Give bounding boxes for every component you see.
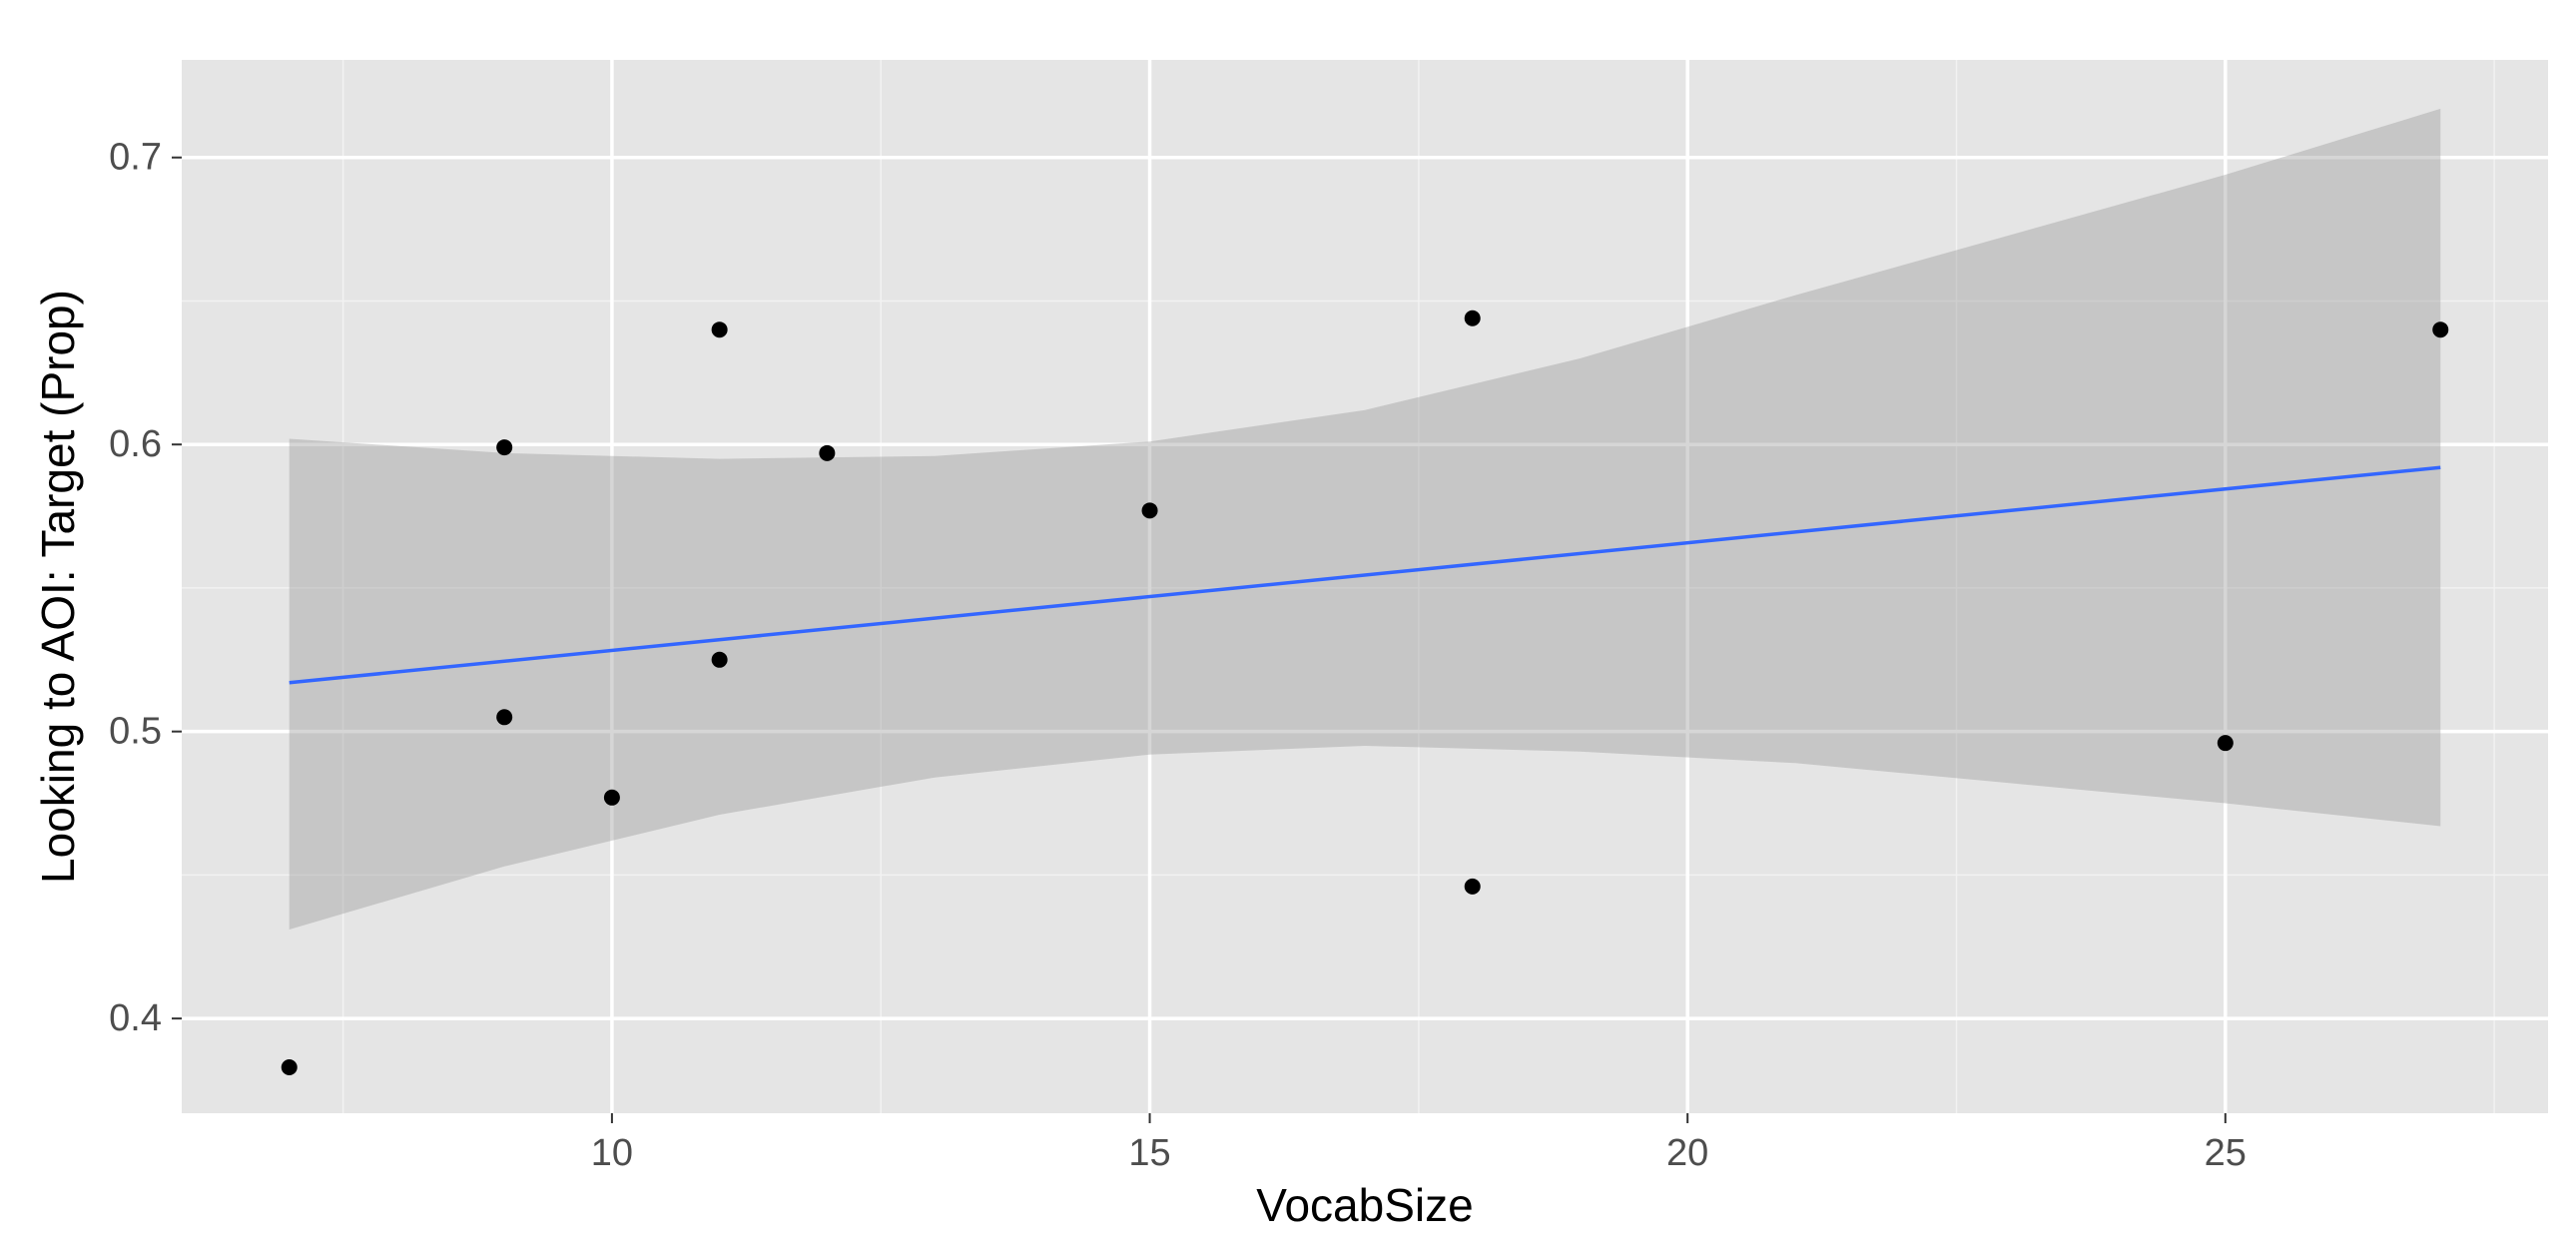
y-axis: 0.4 0.5 0.6 0.7: [109, 137, 182, 1039]
y-tick-label: 0.4: [109, 997, 162, 1039]
data-point: [281, 1059, 298, 1076]
data-points: [281, 310, 2449, 1076]
x-tick-label: 10: [591, 1132, 633, 1174]
data-point: [819, 444, 836, 461]
confidence-band: [289, 108, 2441, 930]
x-tick-label: 15: [1128, 1132, 1170, 1174]
data-point: [711, 321, 728, 338]
y-tick-label: 0.6: [109, 423, 162, 465]
data-point: [1464, 878, 1481, 895]
x-tick-label: 20: [1666, 1132, 1708, 1174]
y-axis-title: Looking to AOI: Target (Prop): [32, 290, 84, 884]
trend-line: [289, 465, 2441, 685]
major-gridlines: [182, 60, 2548, 1113]
data-point: [2217, 735, 2234, 752]
data-point: [711, 651, 728, 668]
y-tick-label: 0.5: [109, 711, 162, 753]
data-point: [1141, 502, 1158, 519]
data-point: [496, 709, 513, 726]
minor-gridlines: [182, 60, 2548, 1113]
data-point: [603, 789, 620, 806]
x-tick-label: 25: [2205, 1132, 2247, 1174]
data-point: [1464, 310, 1481, 326]
plot-panel: [182, 60, 2548, 1113]
y-tick-label: 0.7: [109, 137, 162, 179]
x-axis-title: VocabSize: [1256, 1179, 1473, 1231]
data-point: [2432, 321, 2449, 338]
x-axis: 10 15 20 25: [591, 1113, 2247, 1174]
data-point: [496, 439, 513, 456]
